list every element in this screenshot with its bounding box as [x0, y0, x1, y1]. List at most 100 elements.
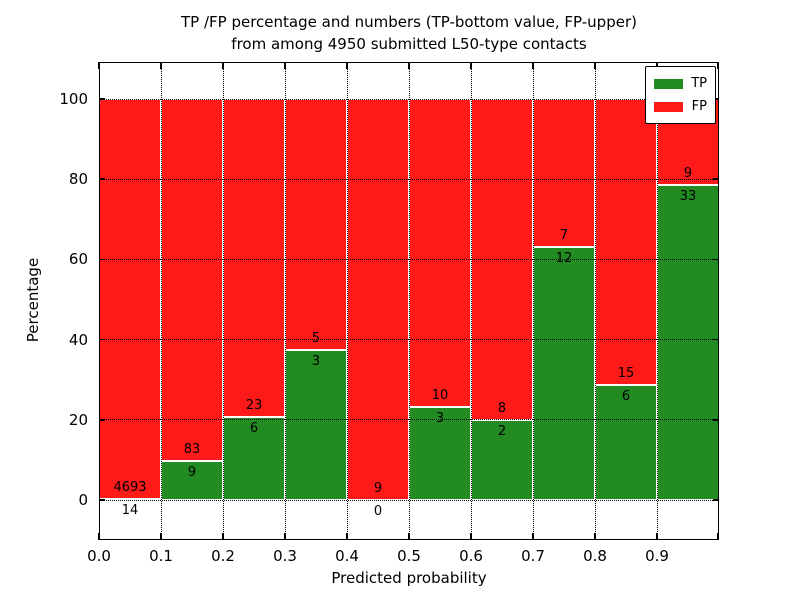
bar-label-tp-5: 3	[435, 411, 445, 427]
bar-segment-tp-8	[595, 385, 657, 500]
y-tick-label-100: 100	[59, 90, 88, 108]
y-tick-right-60	[713, 258, 719, 261]
plot-area: 4693 14 83 9 23 6 5 3 9 0 10 3 8 2 7 12 15 6 9 33	[98, 62, 719, 540]
y-tick-right-0	[713, 499, 719, 501]
bar-label-tp-8: 6	[621, 389, 631, 405]
bar-label-tp-2: 6	[249, 421, 259, 437]
legend: TP FP	[645, 66, 716, 124]
gridline-x-0.6	[470, 62, 472, 540]
gridline-x-0.1	[160, 62, 162, 540]
x-tick-label-0.6: 0.6	[459, 547, 483, 565]
y-tick-label-20: 20	[68, 410, 88, 429]
x-tick-top-0.9	[656, 62, 658, 69]
bar-segment-fp-4	[347, 99, 409, 500]
x-tick-bottom-1	[716, 533, 719, 540]
x-tick-top-0	[98, 62, 100, 69]
tp-swatch-icon	[654, 78, 683, 89]
y-tick-left-20	[99, 419, 105, 421]
legend-item-tp: TP	[654, 72, 707, 95]
bar-segment-fp-8	[595, 99, 657, 386]
bar-label-tp-9: 33	[679, 188, 697, 204]
y-tick-label-80: 80	[68, 170, 88, 189]
bar-label-fp-4: 9	[373, 481, 383, 496]
x-tick-label-0.9: 0.9	[645, 547, 669, 565]
x-tick-bottom-0.5	[408, 533, 410, 540]
gridline-x-0.2	[222, 62, 224, 540]
bar-label-fp-9: 9	[683, 165, 693, 181]
fp-swatch-icon	[654, 101, 683, 112]
legend-label-fp: FP	[691, 99, 707, 114]
bar-segment-tp-5	[409, 407, 471, 500]
x-axis-label: Predicted probability	[331, 569, 487, 587]
x-tick-bottom-0.4	[346, 533, 348, 540]
x-tick-label-0.2: 0.2	[211, 547, 235, 565]
x-tick-top-0.4	[346, 62, 348, 69]
legend-label-tp: TP	[691, 76, 707, 91]
x-tick-bottom-0.3	[284, 533, 286, 540]
x-tick-top-0.8	[594, 62, 596, 69]
x-tick-label-0.7: 0.7	[521, 547, 545, 565]
x-tick-label-0.4: 0.4	[335, 547, 359, 565]
bar-label-tp-0: 14	[121, 502, 139, 518]
bar-segment-tp-6	[471, 419, 533, 500]
gridline-x-0.7	[532, 62, 534, 540]
bar-label-tp-7: 12	[555, 250, 573, 266]
bar-label-tp-6: 2	[497, 423, 507, 439]
y-tick-right-40	[713, 338, 719, 341]
x-tick-bottom-0.7	[532, 533, 534, 540]
x-tick-bottom-0	[98, 533, 100, 540]
bar-label-fp-5: 10	[431, 388, 449, 404]
bar-label-fp-6: 8	[497, 400, 507, 416]
bar-label-fp-3: 5	[311, 330, 321, 346]
bar-segment-tp-3	[285, 349, 347, 500]
y-tick-label-60: 60	[68, 250, 88, 269]
x-tick-top-0.2	[222, 62, 224, 69]
bar-label-fp-1: 83	[183, 441, 201, 457]
x-tick-bottom-0.8	[594, 533, 596, 540]
x-tick-label-0.0: 0.0	[87, 547, 111, 565]
y-axis-label: Percentage	[24, 257, 42, 343]
x-tick-label-0.8: 0.8	[583, 547, 607, 565]
bar-segment-fp-2	[223, 99, 285, 418]
bar-segment-fp-1	[161, 99, 223, 461]
y-tick-right-100	[713, 98, 719, 100]
bar-label-fp-8: 15	[617, 366, 635, 382]
y-tick-left-80	[99, 178, 105, 180]
bar-label-fp-2: 23	[245, 398, 263, 414]
x-tick-label-0.3: 0.3	[273, 547, 297, 565]
x-tick-label-0.1: 0.1	[149, 547, 173, 565]
x-tick-bottom-0.2	[222, 533, 224, 540]
y-tick-left-100	[99, 98, 105, 100]
bar-segment-fp-3	[285, 99, 347, 350]
x-tick-top-1	[716, 62, 719, 69]
y-tick-right-20	[713, 419, 719, 421]
x-tick-bottom-0.9	[656, 533, 658, 540]
bar-segment-fp-5	[409, 99, 471, 408]
y-tick-left-0	[99, 499, 105, 501]
x-tick-bottom-0.1	[160, 533, 162, 540]
bar-label-tp-4: 0	[373, 504, 383, 519]
gridline-x-0.8	[594, 62, 596, 540]
x-tick-top-0.3	[284, 62, 286, 69]
chart-title-line-1: TP /FP percentage and numbers (TP-bottom…	[181, 13, 637, 31]
gridline-x-0.3	[284, 62, 286, 540]
bar-label-tp-3: 3	[311, 353, 321, 369]
y-tick-label-0: 0	[78, 491, 88, 509]
x-tick-bottom-0.6	[470, 533, 472, 540]
bar-segment-tp-9	[657, 184, 719, 500]
y-tick-left-60	[99, 258, 105, 261]
bar-label-fp-0: 4693	[113, 479, 147, 495]
bar-label-tp-1: 9	[187, 464, 197, 480]
bar-segment-fp-7	[533, 99, 595, 247]
bar-segment-fp-0	[99, 99, 161, 499]
y-tick-label-40: 40	[68, 330, 88, 349]
gridline-x-0.4	[346, 62, 348, 540]
bar-segment-tp-7	[533, 246, 595, 500]
x-tick-top-0.5	[408, 62, 410, 69]
x-tick-top-0.6	[470, 62, 472, 69]
x-tick-top-0.7	[532, 62, 534, 69]
gridline-x-0.9	[656, 62, 658, 540]
y-tick-right-80	[713, 178, 719, 180]
x-tick-top-0.1	[160, 62, 162, 69]
